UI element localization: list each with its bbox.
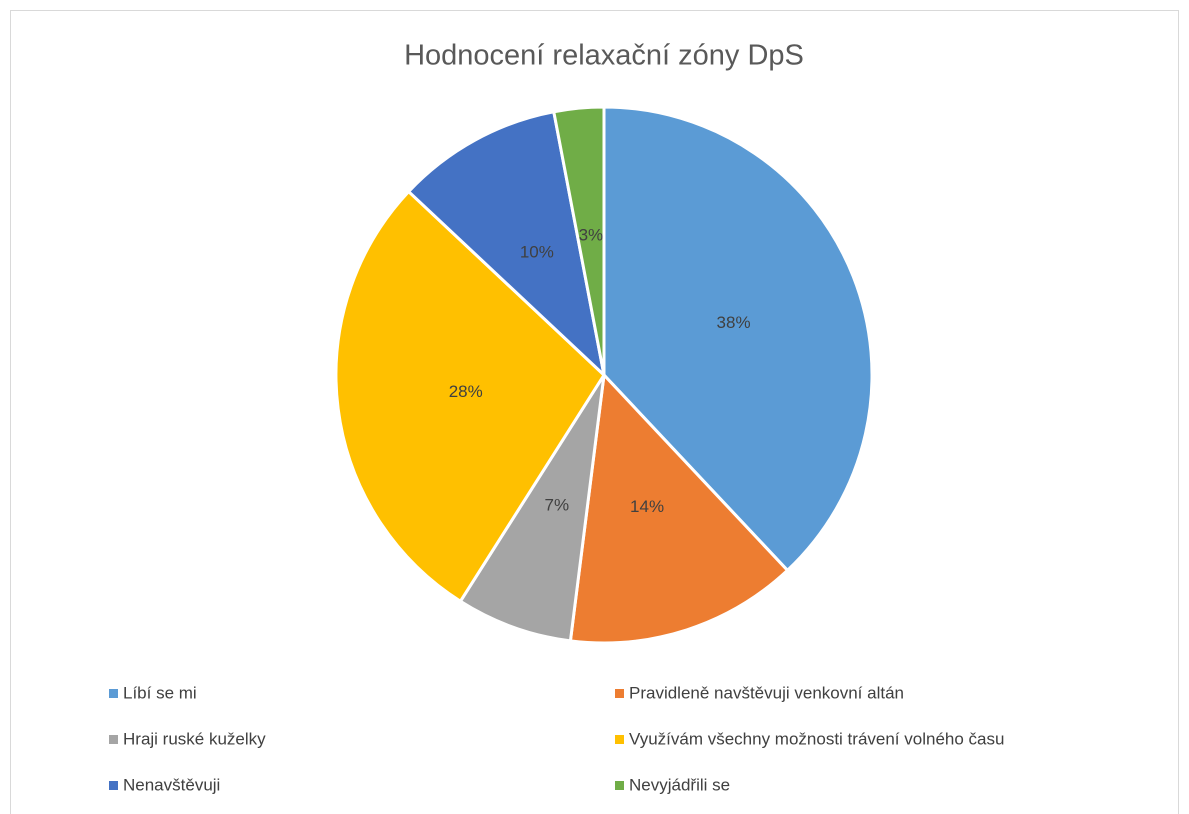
legend-swatch <box>109 735 118 744</box>
chart-title: Hodnocení relaxační zóny DpS <box>404 40 804 72</box>
pie-slice <box>552 105 606 376</box>
legend-label: Využívám všechny možnosti trávení volnéh… <box>629 729 1004 748</box>
legend-label: Nenavštěvuji <box>123 775 220 794</box>
data-label: 14% <box>630 497 664 516</box>
legend-label: Hraji ruské kuželky <box>123 729 266 748</box>
legend-swatch <box>615 781 624 790</box>
legend-swatch <box>109 689 118 698</box>
pie-slice <box>458 374 606 643</box>
data-label: 7% <box>545 496 570 515</box>
pie-slice <box>568 371 790 645</box>
legend-label: Nevyjádřili se <box>629 775 730 794</box>
legend-swatch <box>615 735 624 744</box>
pie-slice <box>406 109 607 380</box>
data-label: 3% <box>579 226 604 245</box>
pie-slice <box>602 105 874 573</box>
data-label: 28% <box>449 382 483 401</box>
pie-slice <box>334 189 606 604</box>
data-label: 38% <box>717 313 751 332</box>
legend-swatch <box>615 689 624 698</box>
legend-swatch <box>109 781 118 790</box>
data-label: 10% <box>520 242 554 261</box>
legend-label: Pravidleně navštěvuji venkovní altán <box>629 683 904 702</box>
legend-label: Líbí se mi <box>123 683 197 702</box>
